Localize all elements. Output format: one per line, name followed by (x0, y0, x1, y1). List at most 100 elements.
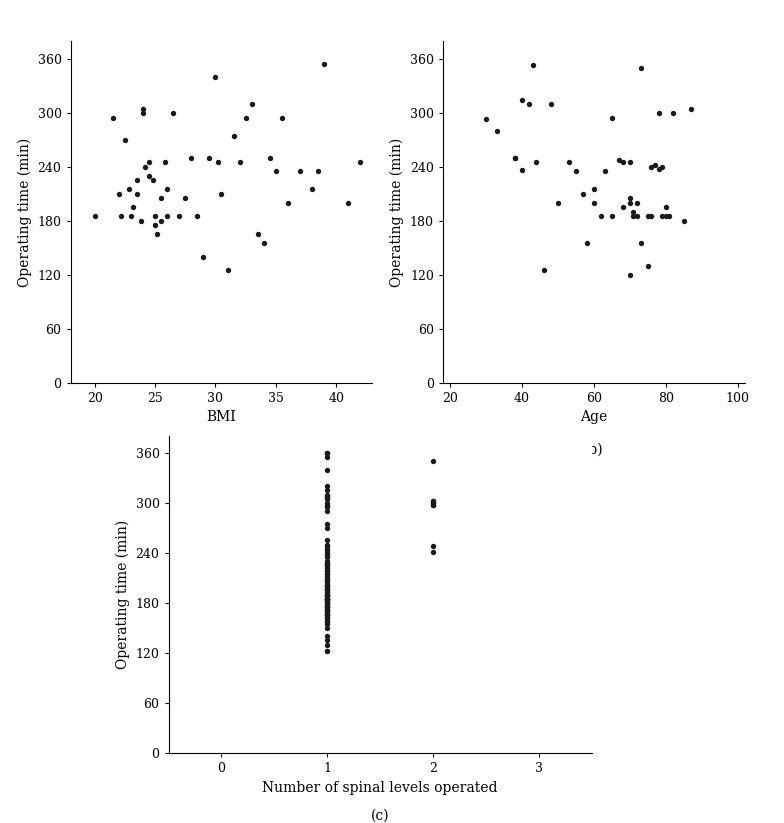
Point (321, 590, 334, 603)
Point (321, 534, 334, 547)
Point (426, 495, 439, 508)
Point (516, 163, 528, 176)
Point (270, 165, 282, 178)
Point (645, 210, 658, 223)
Point (663, 210, 676, 223)
Point (113, 188, 125, 201)
Point (212, 156, 224, 169)
Point (321, 593, 334, 606)
Point (623, 197, 636, 210)
Point (616, 201, 629, 214)
Point (321, 490, 334, 503)
Point (623, 268, 636, 281)
Point (426, 496, 439, 509)
Point (321, 611, 334, 624)
Point (155, 214, 168, 227)
Point (321, 567, 334, 580)
X-axis label: Age: Age (580, 411, 608, 425)
Point (321, 621, 334, 635)
Point (321, 607, 334, 620)
Point (131, 174, 143, 187)
Point (107, 111, 119, 124)
Point (321, 492, 334, 505)
Point (149, 210, 162, 223)
Point (321, 638, 334, 651)
Point (134, 214, 147, 227)
Point (321, 590, 334, 603)
Point (321, 605, 334, 618)
Point (623, 156, 636, 169)
Point (321, 570, 334, 583)
Point (648, 159, 661, 172)
Point (321, 517, 334, 530)
Text: (c): (c) (371, 808, 390, 822)
Point (321, 598, 334, 611)
Point (245, 97, 258, 110)
Point (321, 616, 334, 629)
Point (257, 237, 270, 250)
Point (321, 593, 334, 606)
Point (158, 156, 171, 169)
Point (321, 579, 334, 593)
Point (527, 58, 539, 71)
Point (634, 237, 647, 250)
X-axis label: Number of spinal levels operated: Number of spinal levels operated (263, 781, 498, 795)
Point (426, 454, 439, 467)
Point (321, 565, 334, 578)
Point (321, 601, 334, 614)
Point (321, 551, 334, 564)
Point (151, 228, 164, 241)
Point (321, 597, 334, 610)
Point (491, 124, 503, 137)
Point (321, 546, 334, 560)
Point (480, 113, 492, 126)
Point (118, 133, 131, 146)
Point (321, 603, 334, 616)
Point (125, 210, 137, 223)
Point (321, 601, 334, 614)
Y-axis label: Operating time (min): Operating time (min) (390, 137, 405, 286)
X-axis label: BMI: BMI (207, 411, 236, 425)
Point (321, 575, 334, 588)
Point (587, 183, 600, 196)
Point (321, 602, 334, 616)
Point (516, 93, 528, 106)
Point (598, 165, 611, 178)
Point (426, 498, 439, 511)
Point (185, 151, 198, 165)
Point (179, 192, 191, 205)
Point (321, 542, 334, 556)
Point (321, 545, 334, 558)
Point (552, 197, 564, 210)
Point (321, 584, 334, 597)
Point (523, 97, 535, 110)
Point (318, 57, 330, 70)
Point (321, 556, 334, 570)
Point (321, 607, 334, 621)
Point (321, 613, 334, 626)
Point (281, 197, 294, 210)
Point (161, 210, 173, 223)
Point (623, 192, 636, 205)
Point (677, 214, 690, 227)
Point (321, 593, 334, 606)
Point (321, 611, 334, 625)
Point (209, 71, 222, 84)
Point (659, 201, 672, 214)
Point (321, 496, 334, 509)
Point (321, 498, 334, 511)
Point (321, 630, 334, 643)
Point (276, 111, 289, 124)
Point (321, 540, 334, 553)
Point (641, 259, 654, 272)
Point (321, 574, 334, 587)
Point (587, 197, 600, 210)
Point (321, 571, 334, 584)
Point (252, 228, 264, 241)
Point (656, 160, 669, 174)
Y-axis label: Operating time (min): Operating time (min) (115, 520, 130, 669)
Point (239, 111, 252, 124)
Point (321, 480, 334, 493)
Point (544, 97, 557, 110)
Point (666, 106, 679, 119)
